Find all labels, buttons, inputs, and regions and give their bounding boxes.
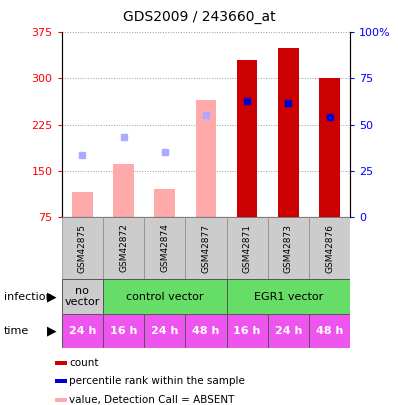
- Bar: [309, 314, 350, 348]
- Text: value, Detection Call = ABSENT: value, Detection Call = ABSENT: [69, 395, 235, 405]
- Bar: [268, 314, 309, 348]
- Bar: [196, 100, 216, 217]
- Bar: [185, 217, 226, 279]
- Text: 24 h: 24 h: [275, 326, 302, 336]
- Bar: [237, 60, 258, 217]
- Bar: [278, 48, 299, 217]
- Text: GSM42875: GSM42875: [78, 224, 87, 273]
- Bar: [72, 192, 93, 217]
- Bar: [113, 164, 134, 217]
- Bar: [62, 217, 103, 279]
- Text: GSM42872: GSM42872: [119, 224, 128, 273]
- Bar: [309, 217, 350, 279]
- Text: GSM42873: GSM42873: [284, 224, 293, 273]
- Bar: [226, 217, 268, 279]
- Bar: [144, 314, 185, 348]
- Text: EGR1 vector: EGR1 vector: [254, 292, 323, 302]
- Text: control vector: control vector: [126, 292, 203, 302]
- Bar: [55, 360, 67, 364]
- Text: percentile rank within the sample: percentile rank within the sample: [69, 376, 245, 386]
- Bar: [154, 189, 175, 217]
- Text: infection: infection: [4, 292, 53, 302]
- Text: GSM42871: GSM42871: [243, 224, 252, 273]
- Text: 16 h: 16 h: [110, 326, 137, 336]
- Bar: [319, 79, 340, 217]
- Text: GSM42877: GSM42877: [201, 224, 211, 273]
- Text: 24 h: 24 h: [68, 326, 96, 336]
- Text: count: count: [69, 358, 99, 368]
- Text: ▶: ▶: [47, 324, 57, 338]
- Text: 48 h: 48 h: [316, 326, 343, 336]
- Text: 48 h: 48 h: [192, 326, 220, 336]
- Bar: [226, 279, 350, 314]
- Bar: [103, 217, 144, 279]
- Bar: [268, 217, 309, 279]
- Text: GDS2009 / 243660_at: GDS2009 / 243660_at: [123, 10, 275, 24]
- Bar: [226, 314, 268, 348]
- Text: ▶: ▶: [47, 290, 57, 303]
- Text: 24 h: 24 h: [151, 326, 178, 336]
- Bar: [103, 279, 226, 314]
- Bar: [55, 398, 67, 402]
- Bar: [55, 379, 67, 383]
- Bar: [144, 217, 185, 279]
- Text: 16 h: 16 h: [234, 326, 261, 336]
- Bar: [62, 314, 103, 348]
- Bar: [185, 314, 226, 348]
- Bar: [103, 314, 144, 348]
- Text: time: time: [4, 326, 29, 336]
- Bar: [62, 279, 103, 314]
- Text: GSM42874: GSM42874: [160, 224, 169, 273]
- Text: no
vector: no vector: [64, 286, 100, 307]
- Text: GSM42876: GSM42876: [325, 224, 334, 273]
